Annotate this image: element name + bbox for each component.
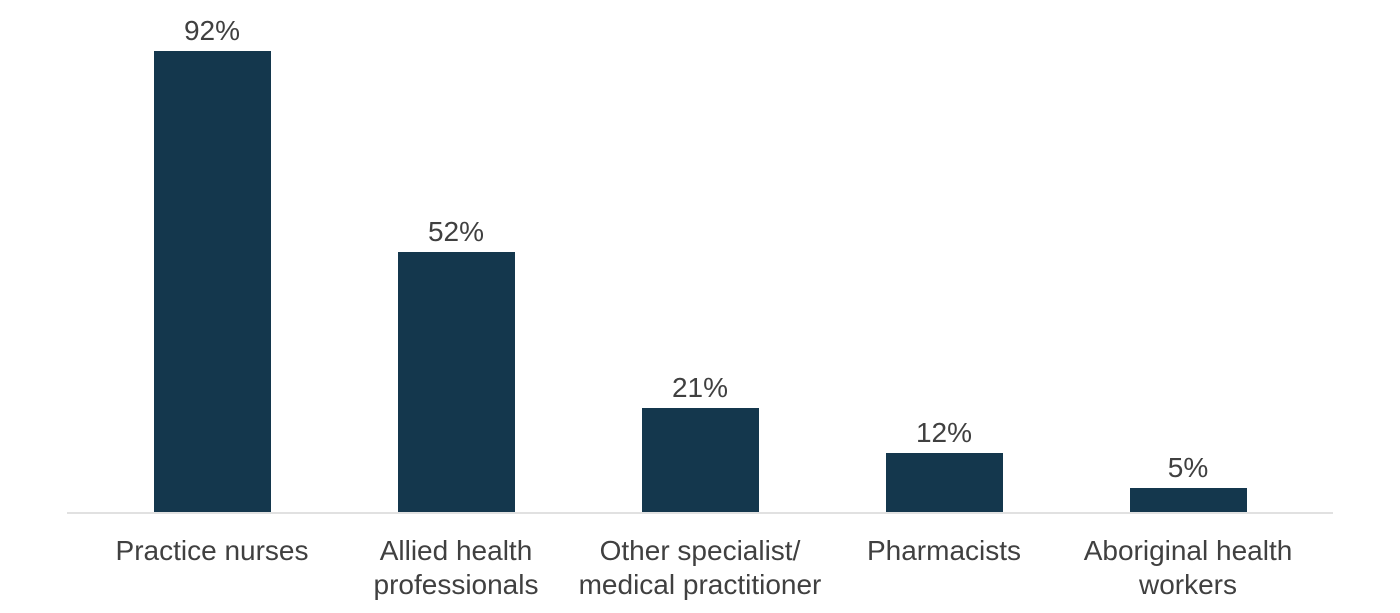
bar <box>1129 488 1247 513</box>
bar <box>641 408 759 513</box>
category-label: Pharmacists <box>866 535 1022 566</box>
bar-column: 12% <box>822 0 1066 513</box>
category-label: Aboriginal health workers <box>1083 535 1293 600</box>
bar-column: 5% <box>1066 0 1310 513</box>
category-label: Other specialist/ medical practitioner <box>578 535 822 600</box>
bar-column: 21% <box>578 0 822 513</box>
plot-area: 92% 52% 21% 12% 5% <box>90 0 1310 513</box>
bar-value-label: 12% <box>915 417 973 449</box>
bar-value-label: 21% <box>671 372 729 404</box>
bar-column: 52% <box>334 0 578 513</box>
bar-value-label: 52% <box>427 216 485 248</box>
bar <box>153 51 271 513</box>
category-label: Practice nurses <box>115 535 309 566</box>
bar-value-label: 5% <box>1167 452 1209 484</box>
bar-column: 92% <box>90 0 334 513</box>
x-axis-line <box>67 512 1333 514</box>
category-label: Allied health professionals <box>373 535 539 600</box>
bar-value-label: 92% <box>183 15 241 47</box>
x-axis-category-labels: Practice nurses Allied health professiona… <box>90 534 1310 601</box>
bar <box>885 453 1003 513</box>
bar <box>397 252 515 513</box>
